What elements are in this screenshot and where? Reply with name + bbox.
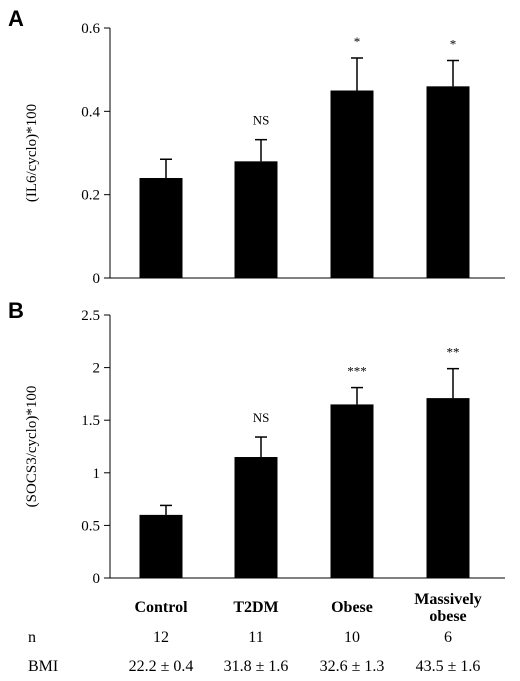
bar	[234, 457, 278, 578]
y-tick-label: 0.6	[81, 21, 100, 37]
y-tick-label: 0.5	[81, 518, 100, 534]
table-cell: 6	[444, 629, 452, 646]
y-tick-label: 2.5	[81, 308, 100, 324]
table-row-label: n	[28, 629, 36, 646]
category-label: Obese	[331, 599, 373, 616]
table-cell: 12	[153, 629, 169, 646]
bar	[139, 178, 183, 278]
y-tick-label: 0.2	[81, 188, 100, 204]
table-row-label: BMI	[28, 658, 58, 675]
y-tick-label: 1	[93, 466, 101, 482]
bar	[330, 90, 374, 278]
significance-label: *	[450, 37, 457, 52]
y-tick-label: 0	[93, 571, 101, 587]
y-tick-label: 1.5	[81, 413, 100, 429]
y-tick-label: 2	[93, 361, 101, 377]
bar	[426, 398, 470, 578]
category-label: Control	[134, 599, 188, 616]
category-label: T2DM	[233, 599, 278, 616]
significance-label: **	[447, 345, 460, 360]
summary-table: n 12 11 10 6 BMI 22.2 ± 0.4 31.8 ± 1.6 32.6 ± 1.…	[28, 629, 480, 675]
bar	[426, 86, 470, 278]
category-label: Massively	[414, 591, 482, 608]
significance-label: NS	[253, 410, 270, 425]
table-cell: 31.8 ± 1.6	[224, 658, 289, 675]
significance-label: NS	[253, 113, 270, 128]
table-cell: 32.6 ± 1.3	[320, 658, 385, 675]
bar	[234, 161, 278, 278]
y-axis-label: (SOCS3/cyclo)*100	[24, 386, 40, 508]
bar	[330, 404, 374, 578]
significance-label: *	[354, 34, 361, 49]
table-cell: 43.5 ± 1.6	[416, 658, 481, 675]
panel-b: B00.511.522.5(SOCS3/cyclo)*100 NS*****	[8, 298, 505, 587]
y-tick-label: 0	[93, 271, 101, 287]
category-label: obese	[429, 608, 466, 625]
bar	[139, 514, 183, 578]
significance-label: ***	[347, 364, 367, 379]
table-cell: 11	[248, 629, 263, 646]
y-tick-label: 0.4	[81, 104, 100, 120]
panel-letter: A	[8, 6, 24, 31]
y-axis-label: (IL6/cyclo)*100	[24, 104, 40, 202]
table-cell: 22.2 ± 0.4	[129, 658, 194, 675]
panel-a: A 0 0.2 0.4 0.6 (IL6/cyclo)*100 NS * *	[8, 6, 505, 287]
table-cell: 10	[344, 629, 360, 646]
panel-letter: B	[8, 298, 24, 323]
